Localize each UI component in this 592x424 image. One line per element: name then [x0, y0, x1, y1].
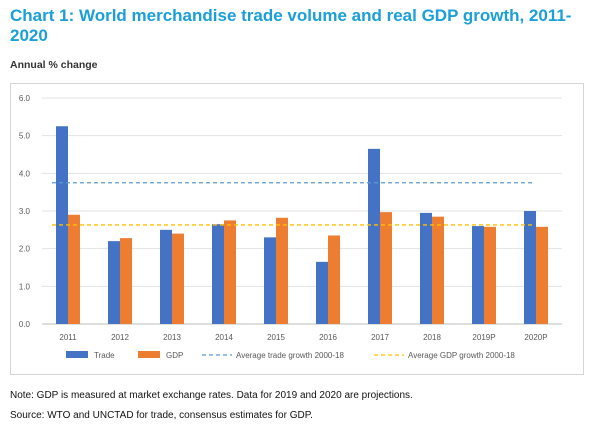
x-tick-label: 2014: [215, 333, 233, 342]
trade-bar: [472, 226, 484, 324]
y-tick-label: 6.0: [19, 94, 31, 103]
gdp-bar: [484, 226, 496, 324]
x-tick-label: 2016: [319, 333, 337, 342]
gdp-bar: [380, 212, 392, 324]
trade-bar: [420, 212, 432, 324]
legend-trade-swatch: [66, 351, 88, 358]
legend-gdp-swatch: [138, 351, 160, 358]
trade-bar: [264, 237, 276, 324]
x-tick-label: 2012: [111, 333, 129, 342]
y-tick-label: 1.0: [19, 282, 31, 291]
chart-title: Chart 1: World merchandise trade volume …: [10, 6, 572, 45]
legend-avg-trade-label: Average trade growth 2000-18: [236, 351, 344, 360]
trade-bar: [524, 211, 536, 324]
chart-subtitle: Annual % change: [10, 59, 98, 71]
x-tick-label: 2015: [267, 333, 285, 342]
x-tick-label: 2017: [371, 333, 389, 342]
gdp-bar: [224, 220, 236, 324]
y-tick-label: 2.0: [19, 245, 31, 254]
gdp-bar: [68, 214, 80, 324]
y-tick-label: 0.0: [19, 320, 31, 329]
legend-avg-gdp-label: Average GDP growth 2000-18: [408, 351, 515, 360]
legend-trade-label: Trade: [94, 351, 115, 360]
chart-frame: [10, 83, 584, 375]
trade-bar: [160, 229, 172, 324]
trade-bar: [316, 261, 328, 324]
gdp-bar: [276, 217, 288, 324]
x-tick-label: 2019P: [472, 333, 495, 342]
gdp-bar: [172, 233, 184, 324]
trade-bar: [212, 224, 224, 324]
legend-gdp-label: GDP: [166, 351, 183, 360]
x-tick-label: 2020P: [524, 333, 547, 342]
trade-bar: [368, 148, 380, 324]
gdp-bar: [432, 216, 444, 324]
gdp-bar: [536, 226, 548, 324]
gdp-bar: [120, 238, 132, 324]
y-tick-label: 4.0: [19, 169, 31, 178]
x-tick-label: 2018: [423, 333, 441, 342]
x-tick-label: 2013: [163, 333, 181, 342]
y-tick-label: 5.0: [19, 132, 31, 141]
trade-bar: [108, 241, 120, 324]
y-tick-label: 3.0: [19, 207, 31, 216]
x-tick-label: 2011: [59, 333, 77, 342]
gdp-bar: [328, 235, 340, 324]
chart-note: Note: GDP is measured at market exchange…: [10, 390, 413, 401]
chart-source: Source: WTO and UNCTAD for trade, consen…: [10, 410, 313, 421]
